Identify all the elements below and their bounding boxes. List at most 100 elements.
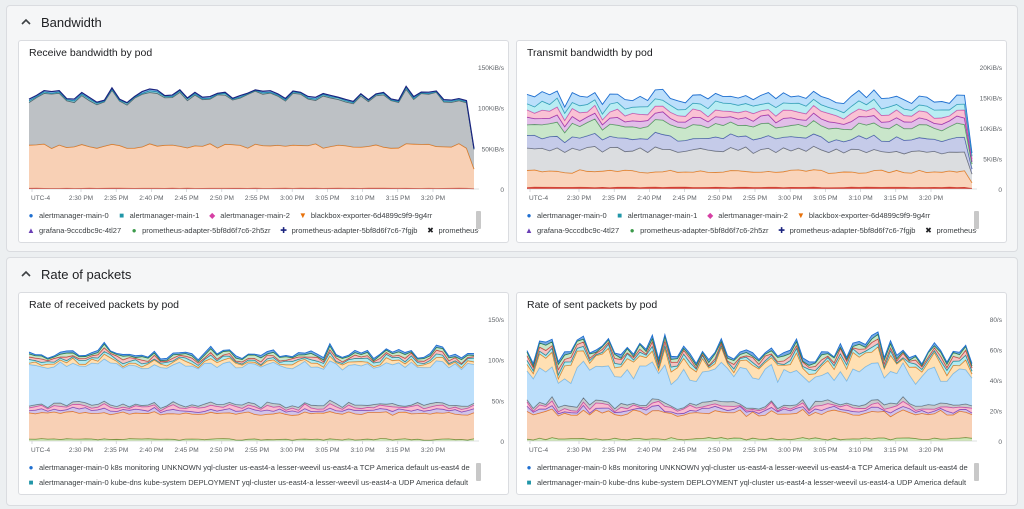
series-area <box>527 361 972 410</box>
series-area <box>29 344 474 364</box>
legend-marker-icon: ● <box>28 210 34 220</box>
x-tick-label: 3:15 PM <box>386 195 410 202</box>
legend-marker-icon: ● <box>526 210 532 220</box>
legend-item[interactable]: ● alertmanager-main-0 <box>27 208 109 223</box>
x-tick-label: 3:10 PM <box>350 195 374 202</box>
legend-label: prometheus-adapter-5bf8d6f7c6-2h5zr <box>640 226 769 235</box>
x-tick-label: 2:50 PM <box>708 447 732 454</box>
legend-scrollbar[interactable] <box>974 463 979 481</box>
y-tick-label: 0 <box>998 187 1002 194</box>
x-tick-label: 3:00 PM <box>778 447 802 454</box>
series-line <box>526 360 973 386</box>
y-tick-label: 0 <box>500 439 504 446</box>
legend-scrollbar[interactable] <box>476 211 481 229</box>
legend-item[interactable]: ● prometheus-adapter-5bf8d6f7c6-2h5zr <box>628 223 769 238</box>
chart-legend: ● alertmanager-main-0 ■ alertmanager-main-1… <box>27 208 479 238</box>
transmit-bandwidth-chart[interactable]: 20KiB/s 15KiB/s 10KiB/s 5KiB/s 0 UTC-4 2:30 PM… <box>517 63 1006 203</box>
x-tick-label: 2:35 PM <box>602 195 626 202</box>
series-line <box>28 341 475 361</box>
legend-label: alertmanager-main-2 <box>220 211 290 220</box>
rate-of-packets-section-header[interactable]: Rate of packets <box>7 258 1017 290</box>
legend-item[interactable]: ✖ prometheus-k8s-0 <box>924 223 977 238</box>
legend-item[interactable]: ▲ grafana-9cccdbc9c-4tl27 <box>525 223 619 238</box>
x-tick-label: 3:00 PM <box>280 447 304 454</box>
series-area <box>29 407 474 416</box>
legend-item[interactable]: ✖ prometheus-k8s-0 <box>426 223 479 238</box>
x-tick-label: 2:55 PM <box>743 195 767 202</box>
legend-label: blackbox-exporter-6d4899c9f9-9g4rr <box>310 211 433 220</box>
section-title: Bandwidth <box>41 14 102 30</box>
receive-bandwidth-chart[interactable]: 150KiB/s 100KiB/s 50KiB/s 0 UTC-4 2:30 PM 2:35… <box>19 63 508 203</box>
x-tick-label: 2:40 PM <box>637 195 661 202</box>
x-tick-label: 2:55 PM <box>743 447 767 454</box>
square-marker-icon: ■ <box>526 477 532 487</box>
legend-marker-icon: ■ <box>119 210 125 220</box>
x-tick-label: 2:40 PM <box>139 195 163 202</box>
sent-packets-chart[interactable]: 80/s 60/s 40/s 20/s 0 UTC-4 2:30 PM 2:35 PM 2:40… <box>517 315 1006 455</box>
legend-label: grafana-9cccdbc9c-4tl27 <box>537 226 620 235</box>
legend-marker-icon: ◆ <box>209 210 216 220</box>
series-line <box>28 187 475 190</box>
series-line <box>526 331 973 365</box>
legend-marker-icon: ● <box>629 225 635 235</box>
series-area <box>527 343 972 379</box>
chevron-up-icon[interactable] <box>15 263 37 285</box>
y-tick-label: 50/s <box>492 398 505 405</box>
x-tick-label: 2:30 PM <box>69 195 93 202</box>
legend-item[interactable]: ● prometheus-adapter-5bf8d6f7c6-2h5zr <box>130 223 271 238</box>
x-tick-label: 2:40 PM <box>139 447 163 454</box>
legend-item[interactable]: ◆ alertmanager-main-2 <box>706 208 788 223</box>
x-tick-label: 3:05 PM <box>813 447 837 454</box>
series-area <box>29 400 474 411</box>
legend-item[interactable]: ● alertmanager-main-0 <box>525 208 607 223</box>
series-area <box>527 89 972 157</box>
x-tick-label: 2:40 PM <box>637 447 661 454</box>
series-line <box>526 118 973 165</box>
legend-scrollbar[interactable] <box>974 211 979 229</box>
x-tick-label: 2:45 PM <box>174 447 198 454</box>
legend-item[interactable]: ● alertmanager-main-0 k8s monitoring UNKN… <box>526 462 968 472</box>
x-tick-label: 2:50 PM <box>210 195 234 202</box>
x-tick-label: 2:35 PM <box>104 195 128 202</box>
legend-label: prometheus-adapter-5bf8d6f7c6-7fgjb <box>789 226 916 235</box>
series-area <box>527 111 972 165</box>
legend-marker-icon: ▼ <box>796 210 805 220</box>
received-packets-chart[interactable]: 150/s 100/s 50/s 0 UTC-4 2:30 PM 2:35 PM 2:40 P… <box>19 315 508 455</box>
series-area <box>527 169 972 189</box>
chevron-up-icon[interactable] <box>15 11 37 33</box>
legend-item[interactable]: ✚ prometheus-adapter-5bf8d6f7c6-7fgjb <box>280 223 417 238</box>
legend-item[interactable]: ■ alertmanager-main-0 kube-dns kube-syste… <box>526 477 968 487</box>
legend-item[interactable]: ◆ alertmanager-main-2 <box>208 208 290 223</box>
series-area <box>527 400 972 414</box>
legend-label: alertmanager-main-1 <box>129 211 200 220</box>
legend-marker-icon: ▲ <box>27 225 35 235</box>
legend-marker-icon: ✚ <box>778 225 785 235</box>
legend-item[interactable]: ▼ blackbox-exporter-6d4899c9f9-9g4rr <box>299 208 432 223</box>
y-tick-label: 0 <box>998 439 1002 446</box>
legend-item[interactable]: ● alertmanager-main-0 k8s monitoring UNKN… <box>28 462 470 472</box>
x-tick-label: 3:10 PM <box>848 447 872 454</box>
legend-label: grafana-9cccdbc9c-4tl27 <box>39 226 122 235</box>
series-line <box>526 88 973 154</box>
y-tick-label: 15KiB/s <box>980 96 1003 103</box>
legend-marker-icon: ✖ <box>427 225 434 235</box>
x-tick-label: 2:45 PM <box>174 195 198 202</box>
y-tick-label: 100/s <box>488 358 505 365</box>
legend-label: alertmanager-main-0 <box>39 211 109 220</box>
legend-item[interactable]: ▲ grafana-9cccdbc9c-4tl27 <box>27 223 121 238</box>
series-area <box>527 118 972 170</box>
legend-item[interactable]: ■ alertmanager-main-1 <box>118 208 200 223</box>
legend-marker-icon: ■ <box>617 210 623 220</box>
legend-item[interactable]: ■ alertmanager-main-0 kube-dns kube-syste… <box>28 477 470 487</box>
y-tick-label: 40/s <box>990 378 1003 385</box>
legend-item[interactable]: ▼ blackbox-exporter-6d4899c9f9-9g4rr <box>797 208 930 223</box>
y-tick-label: 60/s <box>990 348 1003 355</box>
series-area <box>29 143 474 189</box>
x-tick-label: 2:30 PM <box>567 195 591 202</box>
x-tick-label: 3:15 PM <box>884 195 908 202</box>
x-tick-label: 3:00 PM <box>280 195 304 202</box>
legend-item[interactable]: ■ alertmanager-main-1 <box>616 208 697 223</box>
bandwidth-section-header[interactable]: Bandwidth <box>7 6 1017 38</box>
legend-scrollbar[interactable] <box>476 463 481 481</box>
legend-item[interactable]: ✚ prometheus-adapter-5bf8d6f7c6-7fgjb <box>778 223 916 238</box>
